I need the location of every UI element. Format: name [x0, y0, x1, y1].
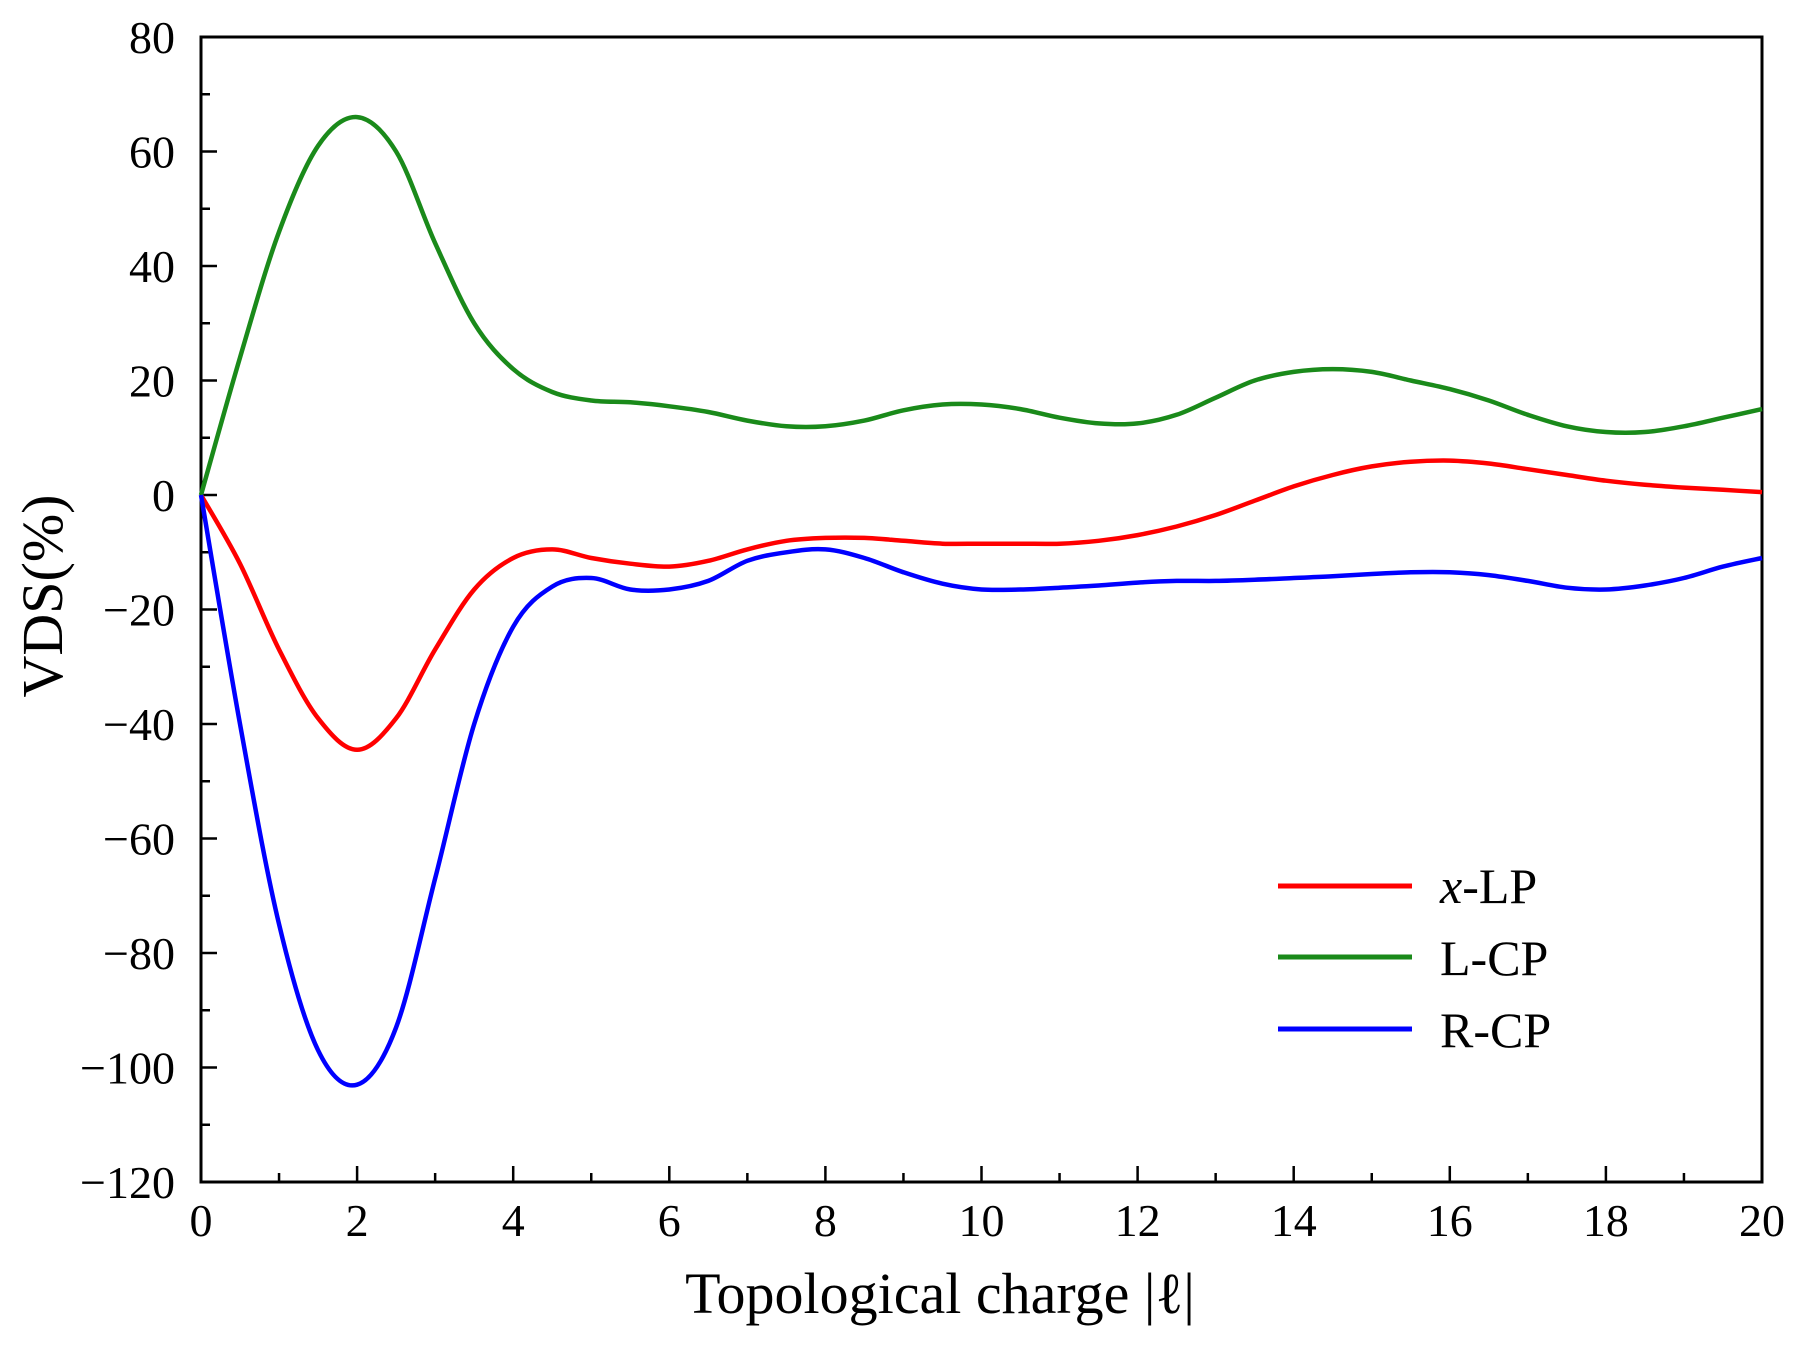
series-lines — [198, 114, 1763, 1088]
x-tick-label: 12 — [1115, 1195, 1161, 1246]
x-tick-label: 0 — [190, 1195, 213, 1246]
legend-label-r-cp: R-CP — [1440, 1002, 1551, 1058]
y-tick-label: −120 — [80, 1157, 175, 1208]
y-tick-label: 80 — [129, 12, 175, 63]
legend-label-x-lp-italic: x — [1439, 858, 1462, 914]
legend-label-x-lp-rest: -LP — [1462, 858, 1537, 914]
y-axis-title: VDS(%) — [10, 495, 75, 698]
x-tick-label: 14 — [1271, 1195, 1317, 1246]
series-line-x-lp — [199, 458, 1763, 753]
x-tick-label: 6 — [658, 1195, 681, 1246]
x-tick-label: 4 — [502, 1195, 525, 1246]
y-axis: −120 −100 −80 −60 −40 −20 0 20 40 60 80 — [80, 12, 217, 1208]
x-axis-title: Topological charge |ℓ| — [685, 1261, 1195, 1326]
legend-label-x-lp: x-LP — [1439, 858, 1537, 914]
y-tick-label: 20 — [129, 356, 175, 407]
y-tick-label: −20 — [103, 585, 175, 636]
x-tick-label: 18 — [1583, 1195, 1629, 1246]
legend: x-LP L-CP R-CP — [1278, 858, 1551, 1058]
x-tick-label: 20 — [1739, 1195, 1785, 1246]
x-tick-label: 2 — [346, 1195, 369, 1246]
x-tick-label: 16 — [1427, 1195, 1473, 1246]
x-tick-label: 10 — [959, 1195, 1005, 1246]
x-axis: 0 2 4 6 8 10 12 14 16 18 20 — [190, 1166, 1785, 1246]
y-tick-label: 60 — [129, 127, 175, 178]
y-tick-label: −80 — [103, 928, 175, 979]
x-tick-label: 8 — [814, 1195, 837, 1246]
y-tick-label: −100 — [80, 1043, 175, 1094]
y-tick-label: 0 — [152, 470, 175, 521]
y-tick-label: −60 — [103, 814, 175, 865]
series-line-l-cp — [198, 114, 1763, 496]
legend-label-l-cp: L-CP — [1440, 930, 1548, 986]
series-line-r-cp — [198, 494, 1763, 1088]
y-tick-label: 40 — [129, 241, 175, 292]
y-tick-label: −40 — [103, 699, 175, 750]
